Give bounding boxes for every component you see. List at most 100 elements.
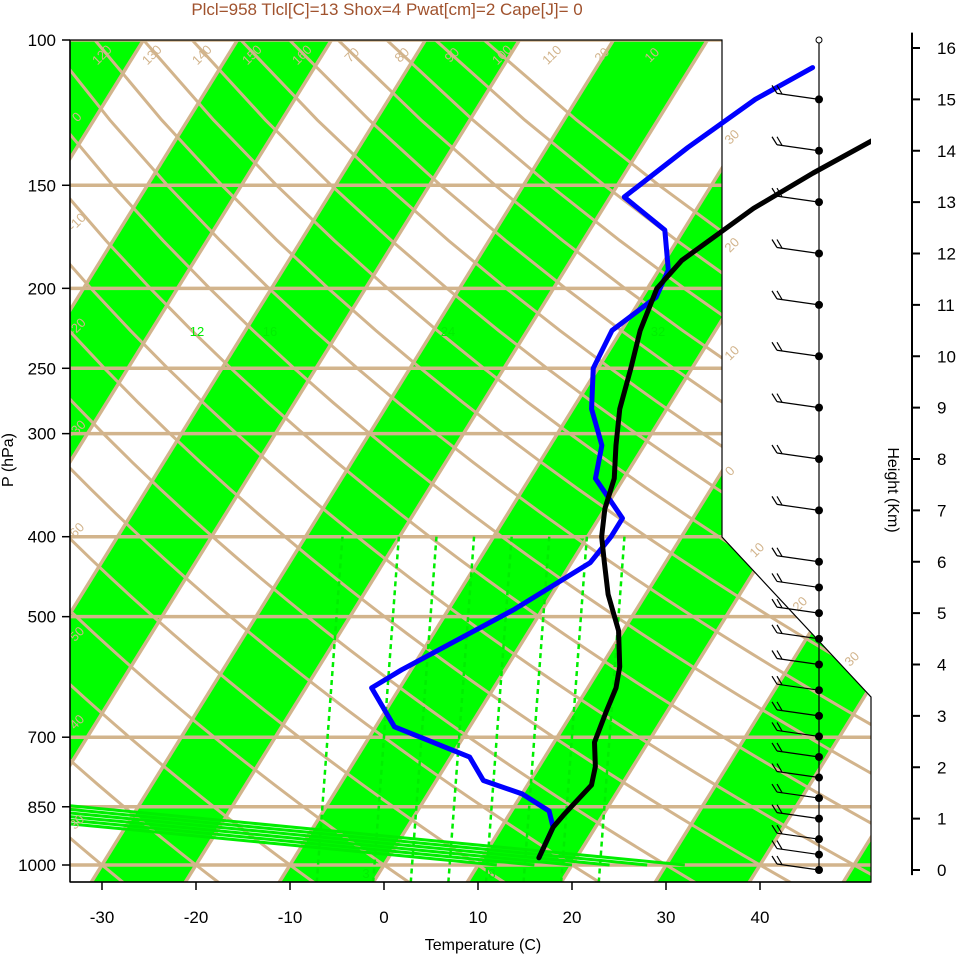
height-tick-label: 0 (937, 861, 946, 880)
wind-barb-flag (771, 840, 778, 849)
height-tick-label: 11 (937, 296, 955, 315)
wind-barb (776, 144, 820, 152)
mixing-ratio-line (597, 536, 626, 882)
wind-barb-flag (771, 650, 778, 659)
wind-barb-flag (771, 547, 778, 557)
isotherm-label: 110 (539, 42, 564, 67)
wind-barb-flag (776, 187, 783, 197)
wind-barb-flag (776, 804, 783, 814)
wind-barb-flag (771, 598, 778, 608)
dry-adiabat (70, 262, 871, 877)
wind-barb-flag (776, 85, 783, 95)
pressure-tick-label: 850 (28, 798, 56, 817)
wind-barb (776, 709, 820, 717)
height-tick-label: 1 (937, 810, 946, 829)
green-band (91, 40, 708, 882)
wind-barb-flag (771, 675, 778, 685)
wind-barb (776, 683, 820, 691)
wind-barb (776, 729, 820, 738)
mixing-ratio-label: 16 (263, 324, 277, 339)
pressure-tick-label: 500 (28, 608, 56, 627)
isotherm-label: -10 (65, 210, 89, 234)
wind-barb-flag (776, 763, 783, 773)
mixing-ratio-line (522, 536, 551, 882)
moist-adiabat (70, 804, 685, 867)
wind-barb-flag (771, 136, 778, 146)
temperature-tick-label: 0 (379, 908, 388, 927)
wind-barb (776, 606, 820, 614)
temperature-profile (536, 138, 871, 861)
wind-barb-flag (771, 573, 778, 582)
wind-barb-flag (776, 855, 783, 865)
height-tick-label: 15 (937, 90, 956, 109)
dry-adiabat (434, 40, 871, 375)
height-tick-label: 7 (937, 501, 946, 520)
green-band (70, 40, 144, 159)
mixing-ratio-line (447, 536, 476, 882)
isotherm-label: 140 (189, 42, 215, 68)
wind-barb-flag (776, 840, 783, 850)
wind-barb (776, 503, 820, 511)
wind-barb (776, 657, 820, 666)
dry-adiabat (70, 329, 792, 882)
wind-barb-flag (771, 722, 778, 731)
green-band (70, 40, 332, 462)
pressure-tick-label: 150 (28, 176, 56, 195)
height-tick-label: 2 (937, 758, 946, 777)
temperature-axis: -30 -20 -10 0 10 20 30 40 (70, 881, 871, 927)
wind-barb-flag (771, 444, 778, 454)
wind-barb-flag (776, 783, 783, 793)
pressure-tick-label: 100 (28, 31, 56, 50)
wind-barb-flag (776, 650, 783, 660)
wind-barb-flag (776, 701, 783, 711)
wind-barb-flag (771, 804, 778, 813)
temperature-tick-label: -30 (90, 908, 115, 927)
wind-barb-flag (776, 624, 783, 634)
dry-adiabat (70, 608, 411, 882)
wind-barb (776, 847, 820, 856)
height-tick-label: 14 (937, 142, 956, 161)
wind-barb (776, 555, 820, 563)
wind-barb-flag (776, 742, 783, 752)
mixing-ratio-label: 32 (651, 324, 665, 339)
mixing-ratio-line (484, 536, 513, 882)
wind-barb-flag (771, 393, 778, 402)
wind-barb (776, 791, 820, 799)
dry-adiabat (142, 40, 871, 633)
wind-barb-flag (776, 136, 783, 146)
wind-barb-flag (771, 239, 778, 248)
dry-adiabat (70, 536, 506, 882)
height-axis-title: Height (Km) (884, 447, 901, 532)
wind-barbs (771, 36, 823, 874)
temperature-axis-title: Temperature (C) (425, 937, 541, 954)
height-tick-label: 4 (937, 656, 946, 675)
height-tick-label: 12 (937, 245, 956, 264)
mixing-ratio-label: 8 (488, 866, 495, 881)
mixing-ratio-line (315, 536, 344, 882)
wind-barb-flag (771, 85, 778, 94)
moist-adiabat (70, 811, 610, 867)
wind-barb-flag (771, 763, 778, 772)
dry-adiabat (70, 466, 601, 882)
mixing-ratio-line (559, 536, 589, 882)
pressure-tick-label: 700 (28, 728, 56, 747)
mixing-ratio-lines (70, 536, 685, 882)
temperature-tick-label: -10 (278, 908, 303, 927)
mixing-ratio-line (371, 536, 401, 882)
dry-adiabat (70, 836, 125, 882)
mixing-ratio-line (409, 536, 438, 882)
height-tick-label: 16 (937, 39, 956, 58)
isotherm-line (747, 682, 871, 882)
wind-barb (776, 750, 820, 758)
wind-barb-flag (771, 187, 778, 197)
isotherm-line (70, 40, 521, 769)
wind-barb (776, 452, 820, 460)
wind-barb-flag (771, 624, 778, 634)
wind-barb (776, 580, 820, 589)
pressure-axis-title: P (hPa) (0, 433, 17, 487)
dry-adiabat (70, 196, 871, 825)
isotherm-line (89, 40, 615, 882)
wind-barb (776, 863, 820, 871)
